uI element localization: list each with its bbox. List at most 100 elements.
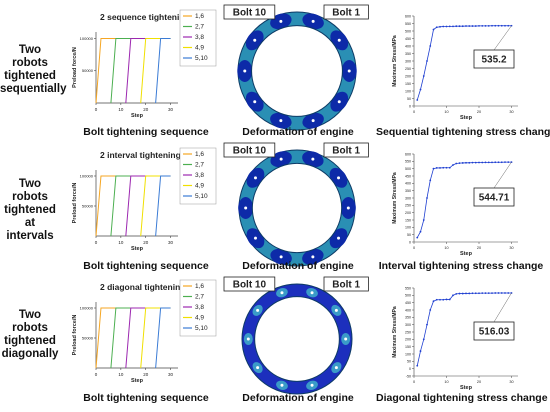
y-tick-label: 50000 <box>82 336 94 341</box>
stress-point <box>448 298 451 301</box>
row-label-interval: Two robots tightened at intervals <box>4 178 56 242</box>
stress-point <box>484 25 487 27</box>
sequence-chart-interval: 2 interval tightening 0 10 20 30 50000 100000 S… <box>72 147 217 252</box>
stress-point <box>500 292 503 294</box>
stress-point <box>497 292 500 294</box>
y-tick-label: 150 <box>405 218 411 222</box>
max-stress-value: 535.2 <box>481 55 506 66</box>
caption-seq-sequential: Bolt tightening sequence <box>83 126 209 138</box>
bolt-marker <box>337 100 341 104</box>
sequence-chart-diagonal: 2 diagonal tightening 0 10 20 30 50000 100000 S… <box>72 279 217 384</box>
x-tick-label: 10 <box>118 372 124 377</box>
stress-point <box>461 292 464 295</box>
legend-label: 3,8 <box>195 34 204 41</box>
y-tick-label: 600 <box>405 152 411 156</box>
y-tick-label: 150 <box>405 345 411 349</box>
series-line-3-8 <box>125 307 171 369</box>
x-tick-label: 10 <box>118 240 124 245</box>
engine-ring-inner <box>251 25 343 117</box>
legend-label: 3,8 <box>195 172 204 179</box>
stress-point <box>494 24 497 27</box>
x-tick-label: 10 <box>444 110 448 114</box>
stress-point <box>504 292 506 294</box>
bolt-10-label-box <box>223 276 276 292</box>
bolt-marker <box>279 255 283 259</box>
y-tick-label: 200 <box>405 211 411 215</box>
x-axis-label: Step <box>131 378 144 384</box>
seq-chart-title: 2 diagonal tightening <box>100 282 185 292</box>
bolt-1-label: Bolt 1 <box>332 146 360 157</box>
bolt-marker <box>280 383 284 387</box>
x-axis-label: Step <box>460 115 473 120</box>
stress-point <box>416 364 419 367</box>
stress-point <box>471 292 474 295</box>
y-axis-label: Preload force/N <box>72 47 78 88</box>
y-tick-label: 100 <box>405 352 411 356</box>
y-tick-label: 400 <box>405 182 411 186</box>
y-tick-label: 550 <box>405 286 411 290</box>
caption-engine-sequential: Deformation of engine <box>242 126 354 138</box>
stress-point <box>429 179 432 182</box>
callout-box <box>473 187 515 207</box>
y-axis-label: Preload force/N <box>72 183 78 224</box>
callout-box <box>473 321 515 341</box>
x-tick-label: 10 <box>444 380 448 384</box>
stress-point <box>426 323 428 326</box>
bolt-marker <box>337 236 341 240</box>
stress-point <box>439 167 441 169</box>
caption-seq-interval: Bolt tightening sequence <box>83 260 209 272</box>
stress-point <box>491 24 493 27</box>
y-axis-label: Maximum Stress/MPa <box>392 172 398 224</box>
stress-point <box>422 75 425 77</box>
seq-chart-title: 2 sequence tightening <box>100 12 190 22</box>
x-axis-label: Step <box>131 246 144 252</box>
bolt-marker <box>311 157 315 161</box>
bolt-marker <box>311 255 315 259</box>
legend-label: 1,6 <box>195 151 204 158</box>
series-line-5-10 <box>155 307 171 369</box>
stress-point <box>478 292 480 295</box>
y-tick-label: 550 <box>405 22 411 26</box>
x-tick-label: 30 <box>509 380 513 384</box>
bolt-marker <box>334 366 338 370</box>
bolt-marker <box>344 337 348 341</box>
y-tick-label: 450 <box>405 174 411 178</box>
x-tick-label: 0 <box>413 246 415 250</box>
x-axis-label: Step <box>460 251 473 256</box>
stress-point <box>452 25 454 28</box>
stress-point <box>432 167 435 170</box>
x-tick-label: 0 <box>95 107 98 112</box>
y-axis-label: Maximum Stress/MPa <box>392 35 398 87</box>
y-tick-label: 250 <box>405 67 411 71</box>
y-tick-label: 450 <box>405 301 411 305</box>
y-tick-label: 50 <box>407 360 411 364</box>
stress-point <box>442 166 445 169</box>
legend-label: 5,10 <box>195 55 208 62</box>
stress-point <box>465 161 467 164</box>
x-tick-label: 10 <box>444 246 448 250</box>
stress-point <box>494 161 497 164</box>
bolt-marker <box>346 206 350 210</box>
y-tick-label: 500 <box>405 167 411 171</box>
y-tick-label: 450 <box>405 37 411 41</box>
bolt-1-label-box <box>323 276 369 292</box>
stress-point <box>494 292 497 294</box>
y-tick-label: 200 <box>405 338 411 342</box>
y-tick-label: 250 <box>405 330 411 334</box>
x-tick-label: 20 <box>477 380 481 384</box>
stress-point <box>478 25 480 27</box>
series-line-5-10 <box>155 175 171 237</box>
y-tick-label: -50 <box>406 374 411 378</box>
x-axis-label: Step <box>460 385 473 390</box>
stress-point <box>507 292 510 294</box>
y-tick-label: 350 <box>405 189 411 193</box>
series-line-3-8 <box>125 175 171 237</box>
x-tick-label: 0 <box>413 380 415 384</box>
stress-point <box>429 309 432 311</box>
stress-point <box>471 25 474 27</box>
engine-deformation-interval: Bolt 10 Bolt 1 <box>223 142 369 267</box>
x-tick-label: 20 <box>477 246 481 250</box>
bolt-marker <box>311 19 315 23</box>
y-tick-label: 550 <box>405 160 411 164</box>
